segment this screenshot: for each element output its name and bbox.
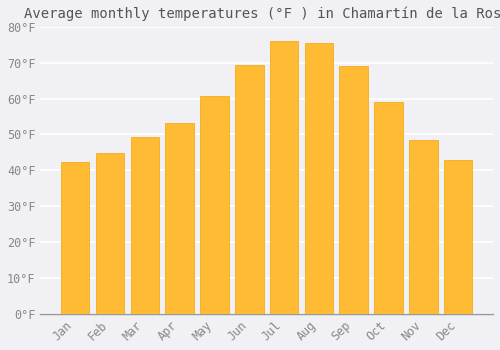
Bar — [96, 153, 124, 314]
Bar — [340, 66, 368, 314]
Bar — [374, 102, 403, 314]
Bar — [61, 162, 90, 314]
Bar — [270, 41, 298, 314]
Bar — [409, 140, 438, 314]
Bar — [130, 137, 159, 314]
Title: Average monthly temperatures (°F ) in Chamartín de la Rosa: Average monthly temperatures (°F ) in Ch… — [24, 7, 500, 21]
Bar — [200, 96, 228, 314]
Bar — [235, 65, 264, 314]
Bar — [304, 43, 333, 314]
Bar — [444, 160, 472, 314]
Bar — [166, 123, 194, 314]
